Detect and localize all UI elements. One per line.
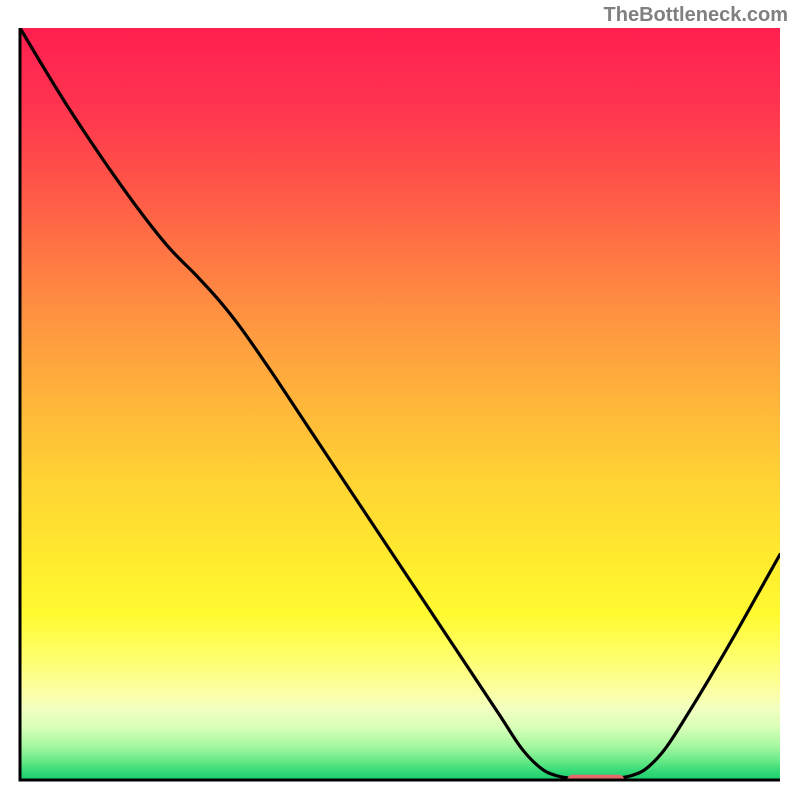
bottleneck-chart (0, 0, 800, 800)
gradient-background (20, 28, 780, 780)
chart-container: TheBottleneck.com (0, 0, 800, 800)
watermark-text: TheBottleneck.com (604, 4, 788, 27)
plot-area (20, 28, 780, 785)
